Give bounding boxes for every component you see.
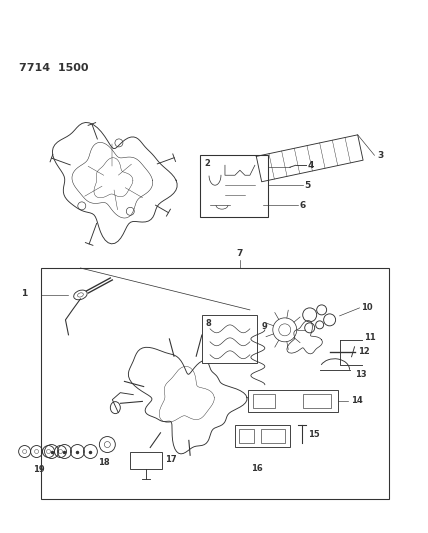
- Bar: [130, 451, 162, 470]
- Text: 14: 14: [351, 396, 363, 405]
- Text: 3: 3: [377, 151, 384, 160]
- Bar: [41, 268, 389, 499]
- Text: 2: 2: [204, 159, 210, 168]
- Text: 10: 10: [362, 303, 373, 312]
- Bar: [239, 429, 254, 442]
- Bar: [200, 155, 268, 217]
- Text: 17: 17: [165, 455, 177, 464]
- Text: 4: 4: [308, 161, 314, 170]
- Text: 19: 19: [33, 465, 45, 474]
- Text: 7714  1500: 7714 1500: [19, 62, 88, 72]
- Text: 12: 12: [357, 348, 369, 356]
- Bar: [248, 390, 338, 411]
- Text: 13: 13: [354, 370, 366, 379]
- Text: 18: 18: [98, 458, 109, 467]
- Text: 16: 16: [251, 464, 263, 473]
- Bar: [261, 429, 285, 442]
- Bar: [235, 425, 290, 447]
- Polygon shape: [128, 348, 247, 454]
- Text: 7: 7: [237, 249, 243, 258]
- Bar: [303, 394, 330, 408]
- Text: 6: 6: [300, 200, 306, 209]
- Text: 1: 1: [21, 289, 27, 298]
- Text: 11: 11: [365, 333, 376, 342]
- Text: 8: 8: [205, 319, 211, 328]
- Text: 5: 5: [305, 181, 311, 190]
- Text: 9: 9: [262, 322, 268, 331]
- Bar: [253, 394, 275, 408]
- Bar: [202, 315, 257, 363]
- Text: 15: 15: [308, 430, 319, 439]
